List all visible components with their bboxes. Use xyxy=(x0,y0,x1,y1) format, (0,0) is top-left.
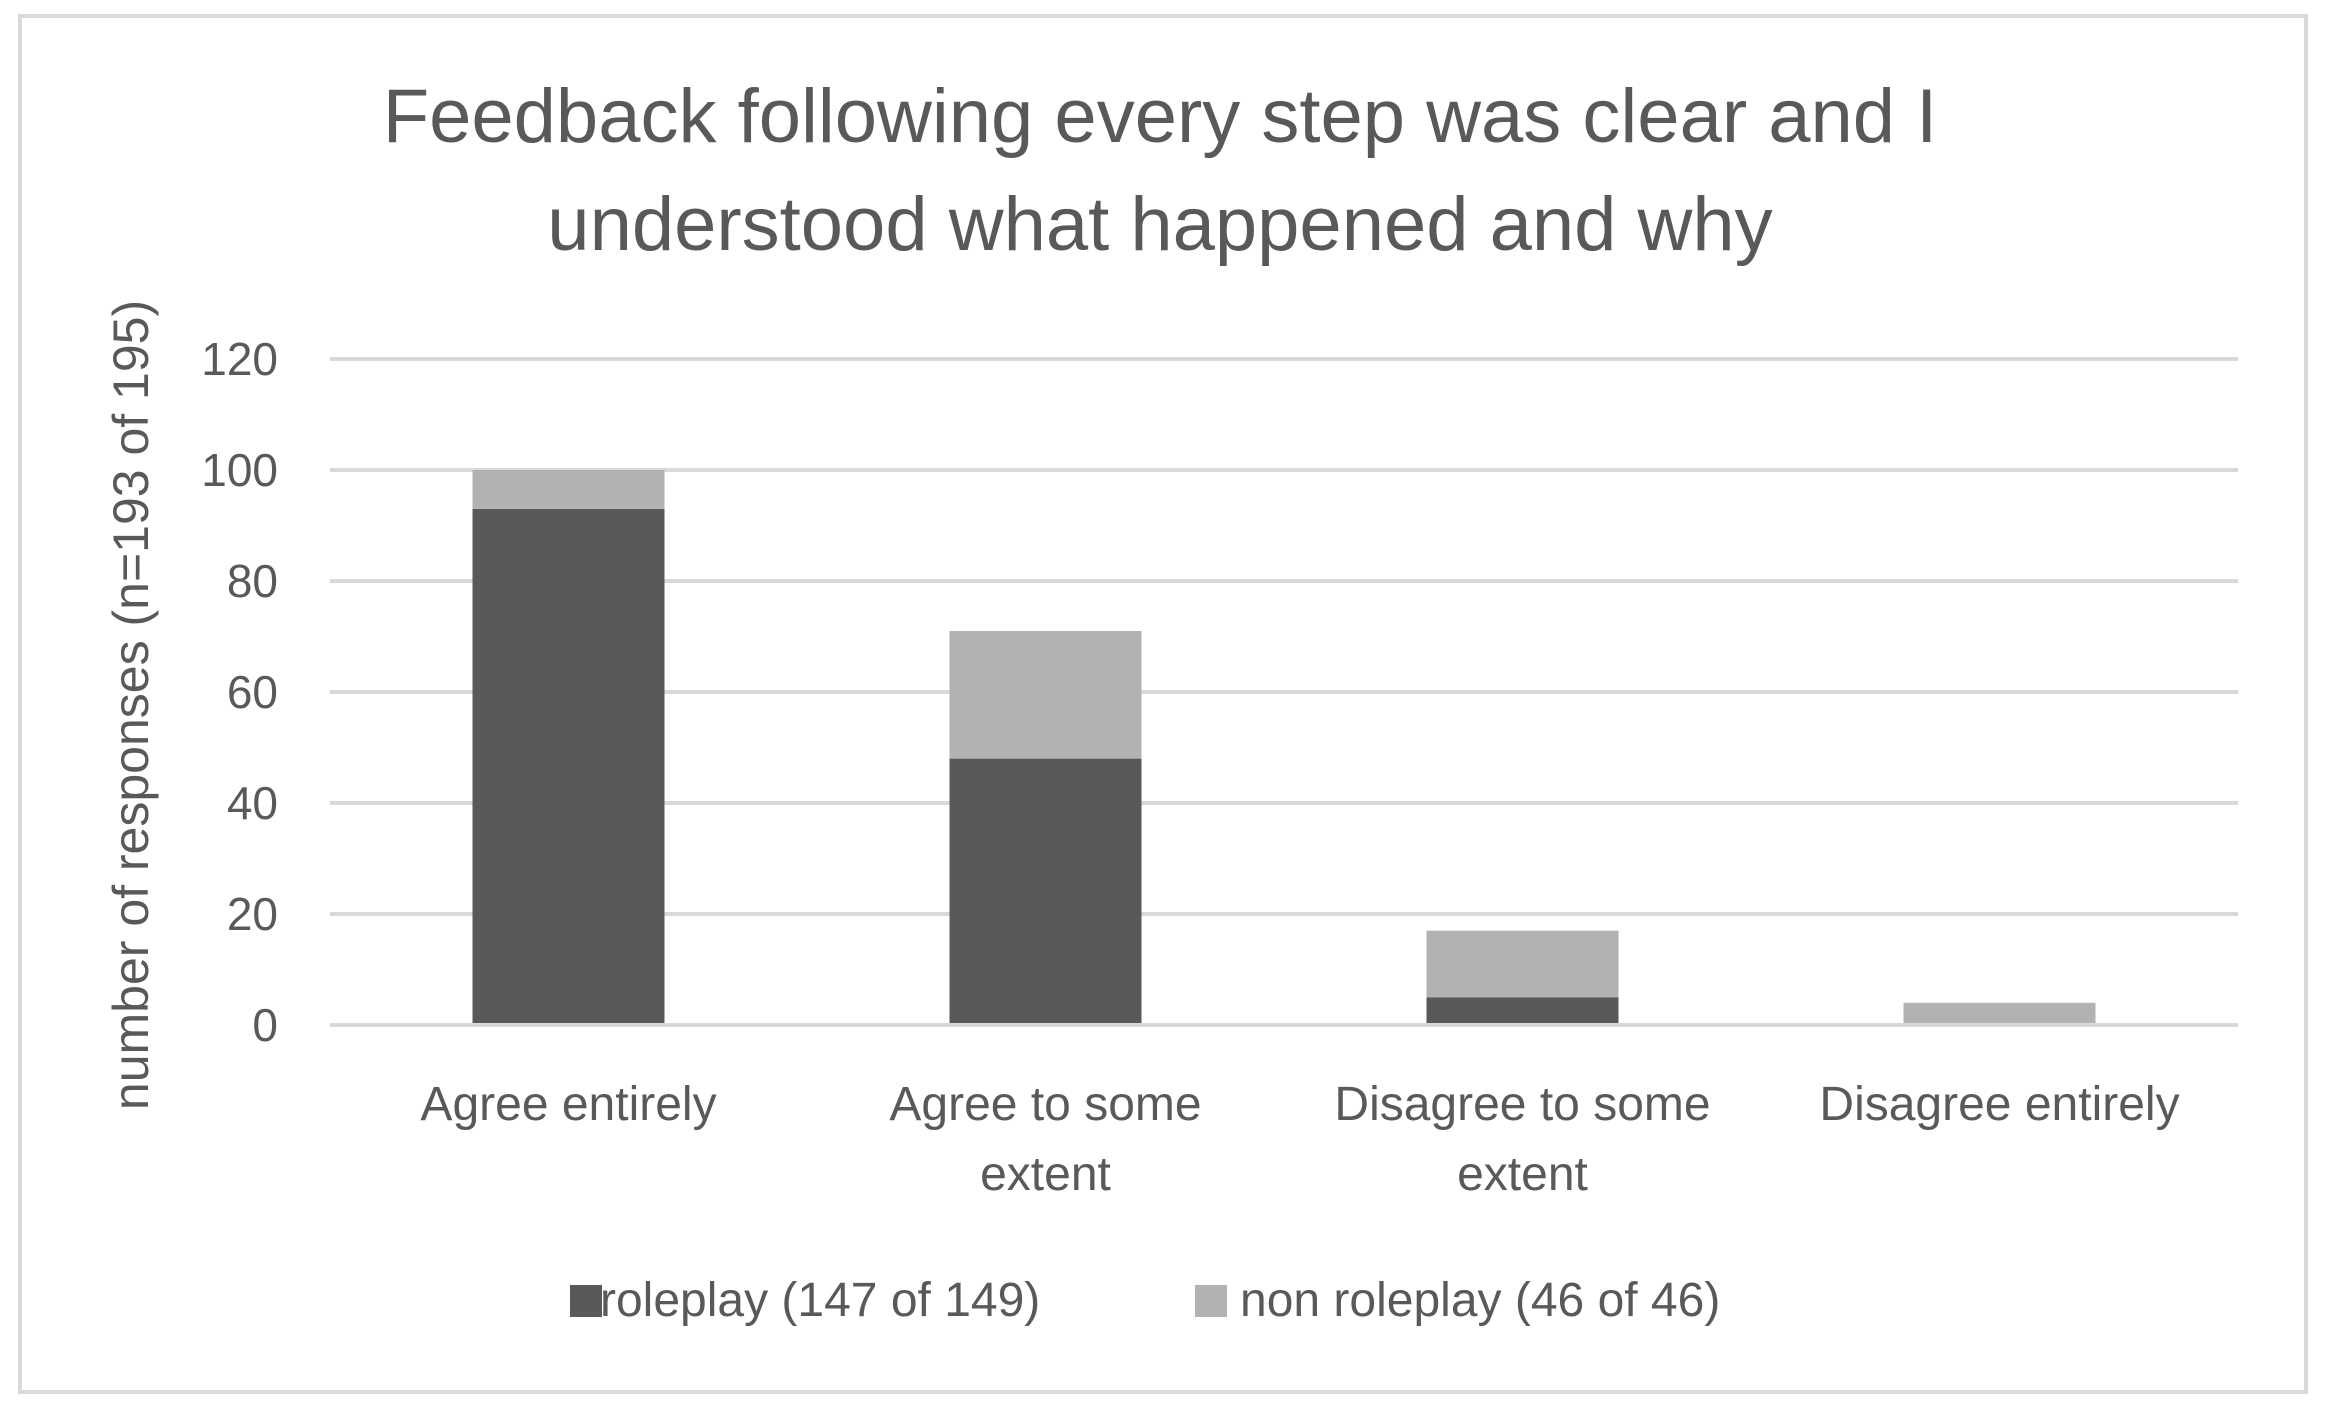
y-axis-ticks: 0 20 40 60 80 100 120 xyxy=(201,333,278,1051)
chart-frame xyxy=(18,14,2308,1394)
legend-label-non-roleplay: non roleplay (46 of 46) xyxy=(1240,1274,1720,1327)
legend: roleplay (147 of 149) non roleplay (46 of… xyxy=(570,1274,1720,1327)
bar-non-roleplay-0 xyxy=(472,470,665,509)
bar-non-roleplay-2 xyxy=(1426,930,1619,998)
x-axis-categories: Agree entirely Agree to some extent Disagre… xyxy=(420,1078,2179,1201)
y-tick-label: 0 xyxy=(252,999,278,1051)
x-category-label: Disagree to some xyxy=(1334,1078,1710,1131)
y-tick-label: 80 xyxy=(227,555,278,607)
chart-title-line-1: Feedback following every step was clear … xyxy=(383,74,1938,159)
bar-roleplay-1 xyxy=(949,758,1142,1025)
y-axis-label: number of responses (n=193 of 195) xyxy=(103,300,159,1110)
bar-non-roleplay-1 xyxy=(949,630,1142,759)
chart-title: Feedback following every step was clear … xyxy=(383,74,1938,267)
y-tick-label: 20 xyxy=(227,888,278,940)
chart-title-line-2: understood what happened and why xyxy=(547,182,1772,267)
bar-roleplay-2 xyxy=(1426,997,1619,1025)
x-category-label: extent xyxy=(1457,1148,1588,1201)
bars xyxy=(330,470,2238,1027)
x-category-label: Disagree entirely xyxy=(1819,1078,2179,1131)
bar-non-roleplay-3 xyxy=(1903,1002,2096,1025)
legend-swatch-roleplay xyxy=(570,1285,602,1317)
legend-swatch-non-roleplay xyxy=(1195,1285,1227,1317)
x-category-label: extent xyxy=(980,1148,1111,1201)
y-tick-label: 60 xyxy=(227,666,278,718)
x-category-label: Agree entirely xyxy=(420,1078,716,1131)
x-category-label: Agree to some xyxy=(889,1078,1201,1131)
y-tick-label: 40 xyxy=(227,777,278,829)
bar-roleplay-0 xyxy=(472,508,665,1026)
y-tick-label: 100 xyxy=(201,444,278,496)
legend-label-roleplay: roleplay (147 of 149) xyxy=(600,1274,1040,1327)
y-tick-label: 120 xyxy=(201,333,278,385)
